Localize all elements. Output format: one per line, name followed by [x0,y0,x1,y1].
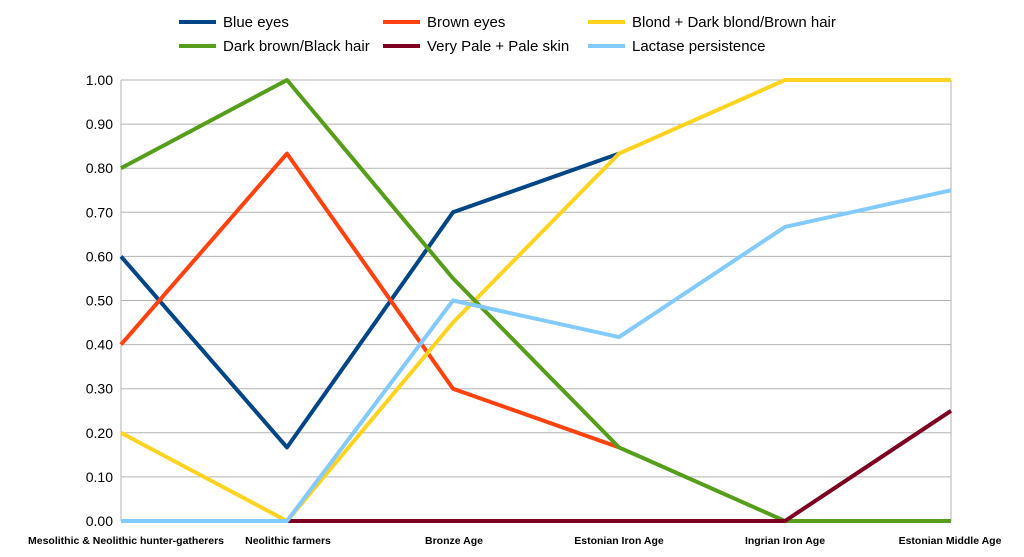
y-tick-label: 0.20 [86,425,113,441]
legend-label: Dark brown/Black hair [223,38,370,55]
x-tick-label: Neolithic farmers [245,535,331,547]
y-tick-label: 0.30 [86,381,113,397]
y-tick-label: 1.00 [86,72,113,88]
x-axis: Mesolithic & Neolithic hunter-gatherers N… [28,535,1002,547]
legend-label: Blue eyes [223,14,289,31]
legend-label: Brown eyes [427,14,505,31]
series-line-5 [121,188,952,523]
y-tick-label: 0.80 [86,160,113,176]
chart-series [119,78,953,523]
series-line-0 [119,151,620,450]
y-axis: 0.00 0.10 0.20 0.30 0.40 0.50 0.60 0.70 0.80 0.90… [86,72,113,529]
x-tick-label: Bronze Age [425,535,483,547]
y-tick-label: 0.10 [86,469,113,485]
series-line-3 [120,78,951,523]
x-tick-label: Mesolithic & Neolithic hunter-gatherers [28,535,224,547]
series-line-4 [287,409,953,523]
series-line-1 [119,151,620,450]
series-line-2 [120,78,951,523]
x-tick-label: Estonian Iron Age [574,535,664,547]
y-tick-label: 0.60 [86,248,113,264]
y-tick-label: 0.50 [86,293,113,309]
y-tick-label: 0.40 [86,337,113,353]
legend-label: Lactase persistence [632,38,765,55]
legend-label: Blond + Dark blond/Brown hair [632,14,836,31]
legend-label: Very Pale + Pale skin [427,38,569,55]
chart-legend: Blue eyes Brown eyes Blond + Dark blond/Br… [179,14,836,55]
y-tick-label: 0.70 [86,204,113,220]
y-tick-label: 0.90 [86,116,113,132]
x-tick-label: Estonian Middle Age [899,535,1002,547]
y-tick-label: 0.00 [86,513,113,529]
chart-gridlines [120,79,952,522]
x-tick-label: Ingrian Iron Age [745,535,825,547]
